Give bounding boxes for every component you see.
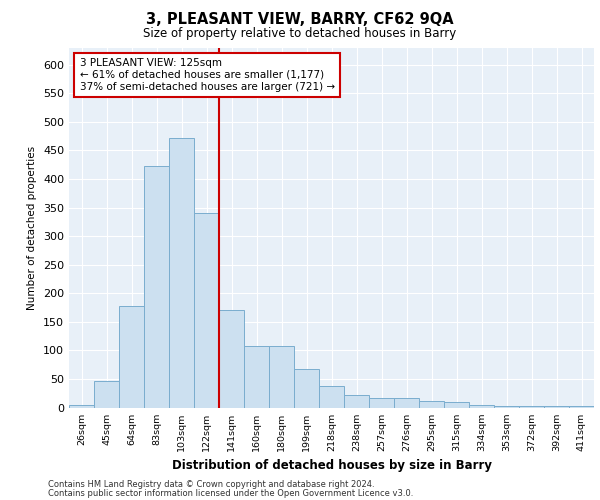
- Bar: [294, 368, 319, 408]
- Bar: [244, 346, 269, 408]
- Bar: [419, 400, 444, 407]
- Bar: [69, 404, 94, 407]
- Text: Contains HM Land Registry data © Crown copyright and database right 2024.: Contains HM Land Registry data © Crown c…: [48, 480, 374, 489]
- Bar: [219, 310, 244, 408]
- Bar: [569, 406, 594, 408]
- X-axis label: Distribution of detached houses by size in Barry: Distribution of detached houses by size …: [172, 459, 491, 472]
- Bar: [194, 213, 219, 408]
- Bar: [319, 386, 344, 407]
- Bar: [394, 398, 419, 407]
- Text: 3 PLEASANT VIEW: 125sqm
← 61% of detached houses are smaller (1,177)
37% of semi: 3 PLEASANT VIEW: 125sqm ← 61% of detache…: [79, 58, 335, 92]
- Bar: [444, 402, 469, 407]
- Y-axis label: Number of detached properties: Number of detached properties: [28, 146, 37, 310]
- Text: Contains public sector information licensed under the Open Government Licence v3: Contains public sector information licen…: [48, 489, 413, 498]
- Bar: [119, 306, 144, 408]
- Bar: [369, 398, 394, 407]
- Bar: [269, 346, 294, 408]
- Bar: [344, 395, 369, 407]
- Bar: [144, 166, 169, 408]
- Bar: [469, 405, 494, 407]
- Bar: [94, 380, 119, 407]
- Text: 3, PLEASANT VIEW, BARRY, CF62 9QA: 3, PLEASANT VIEW, BARRY, CF62 9QA: [146, 12, 454, 28]
- Bar: [519, 406, 544, 408]
- Bar: [544, 406, 569, 407]
- Bar: [494, 406, 519, 407]
- Text: Size of property relative to detached houses in Barry: Size of property relative to detached ho…: [143, 28, 457, 40]
- Bar: [169, 138, 194, 407]
